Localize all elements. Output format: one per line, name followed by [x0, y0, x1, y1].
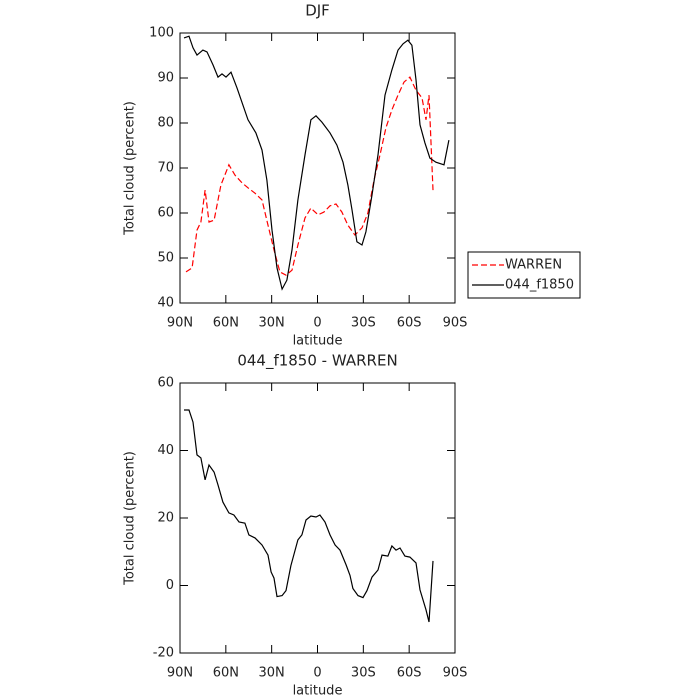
x-tick-label: 30N — [259, 316, 285, 331]
y-tick-label: -20 — [153, 646, 174, 661]
series-line — [183, 35, 450, 291]
legend-label: 044_f1850 — [505, 278, 574, 293]
x-tick-label: 90S — [443, 666, 468, 681]
y-axis-label: Total cloud (percent) — [123, 101, 138, 236]
x-tick-label: 0 — [313, 666, 321, 681]
y-axis-label: Total cloud (percent) — [123, 451, 138, 586]
x-tick-label: 60S — [397, 316, 422, 331]
y-tick-label: 40 — [157, 443, 174, 458]
legend-label: WARREN — [505, 258, 562, 273]
x-tick-label: 30S — [351, 316, 376, 331]
y-tick-label: 70 — [157, 161, 174, 176]
x-tick-label: 60N — [213, 666, 239, 681]
y-tick-label: 100 — [149, 26, 174, 41]
x-axis-label: latitude — [293, 334, 343, 349]
y-tick-label: 90 — [157, 71, 174, 86]
legend-box — [467, 251, 581, 299]
x-tick-label: 90N — [167, 316, 193, 331]
y-tick-label: 60 — [157, 206, 174, 221]
y-tick-label: 0 — [166, 578, 174, 593]
x-tick-label: 90N — [167, 666, 193, 681]
plot-frame — [179, 382, 456, 654]
x-tick-label: 30N — [259, 666, 285, 681]
y-tick-label: 80 — [157, 116, 174, 131]
y-tick-label: 50 — [157, 251, 174, 266]
chart-title: DJF — [305, 2, 330, 20]
y-tick-label: 40 — [157, 296, 174, 311]
series-line — [184, 409, 434, 623]
series-line — [185, 76, 434, 276]
plot-frame — [179, 32, 456, 304]
x-tick-label: 60N — [213, 316, 239, 331]
y-tick-label: 60 — [157, 376, 174, 391]
x-tick-label: 90S — [443, 316, 468, 331]
x-tick-label: 0 — [313, 316, 321, 331]
y-tick-label: 20 — [157, 511, 174, 526]
x-axis-label: latitude — [293, 684, 343, 699]
x-tick-label: 60S — [397, 666, 422, 681]
x-tick-label: 30S — [351, 666, 376, 681]
chart-title: 044_f1850 - WARREN — [237, 352, 397, 371]
